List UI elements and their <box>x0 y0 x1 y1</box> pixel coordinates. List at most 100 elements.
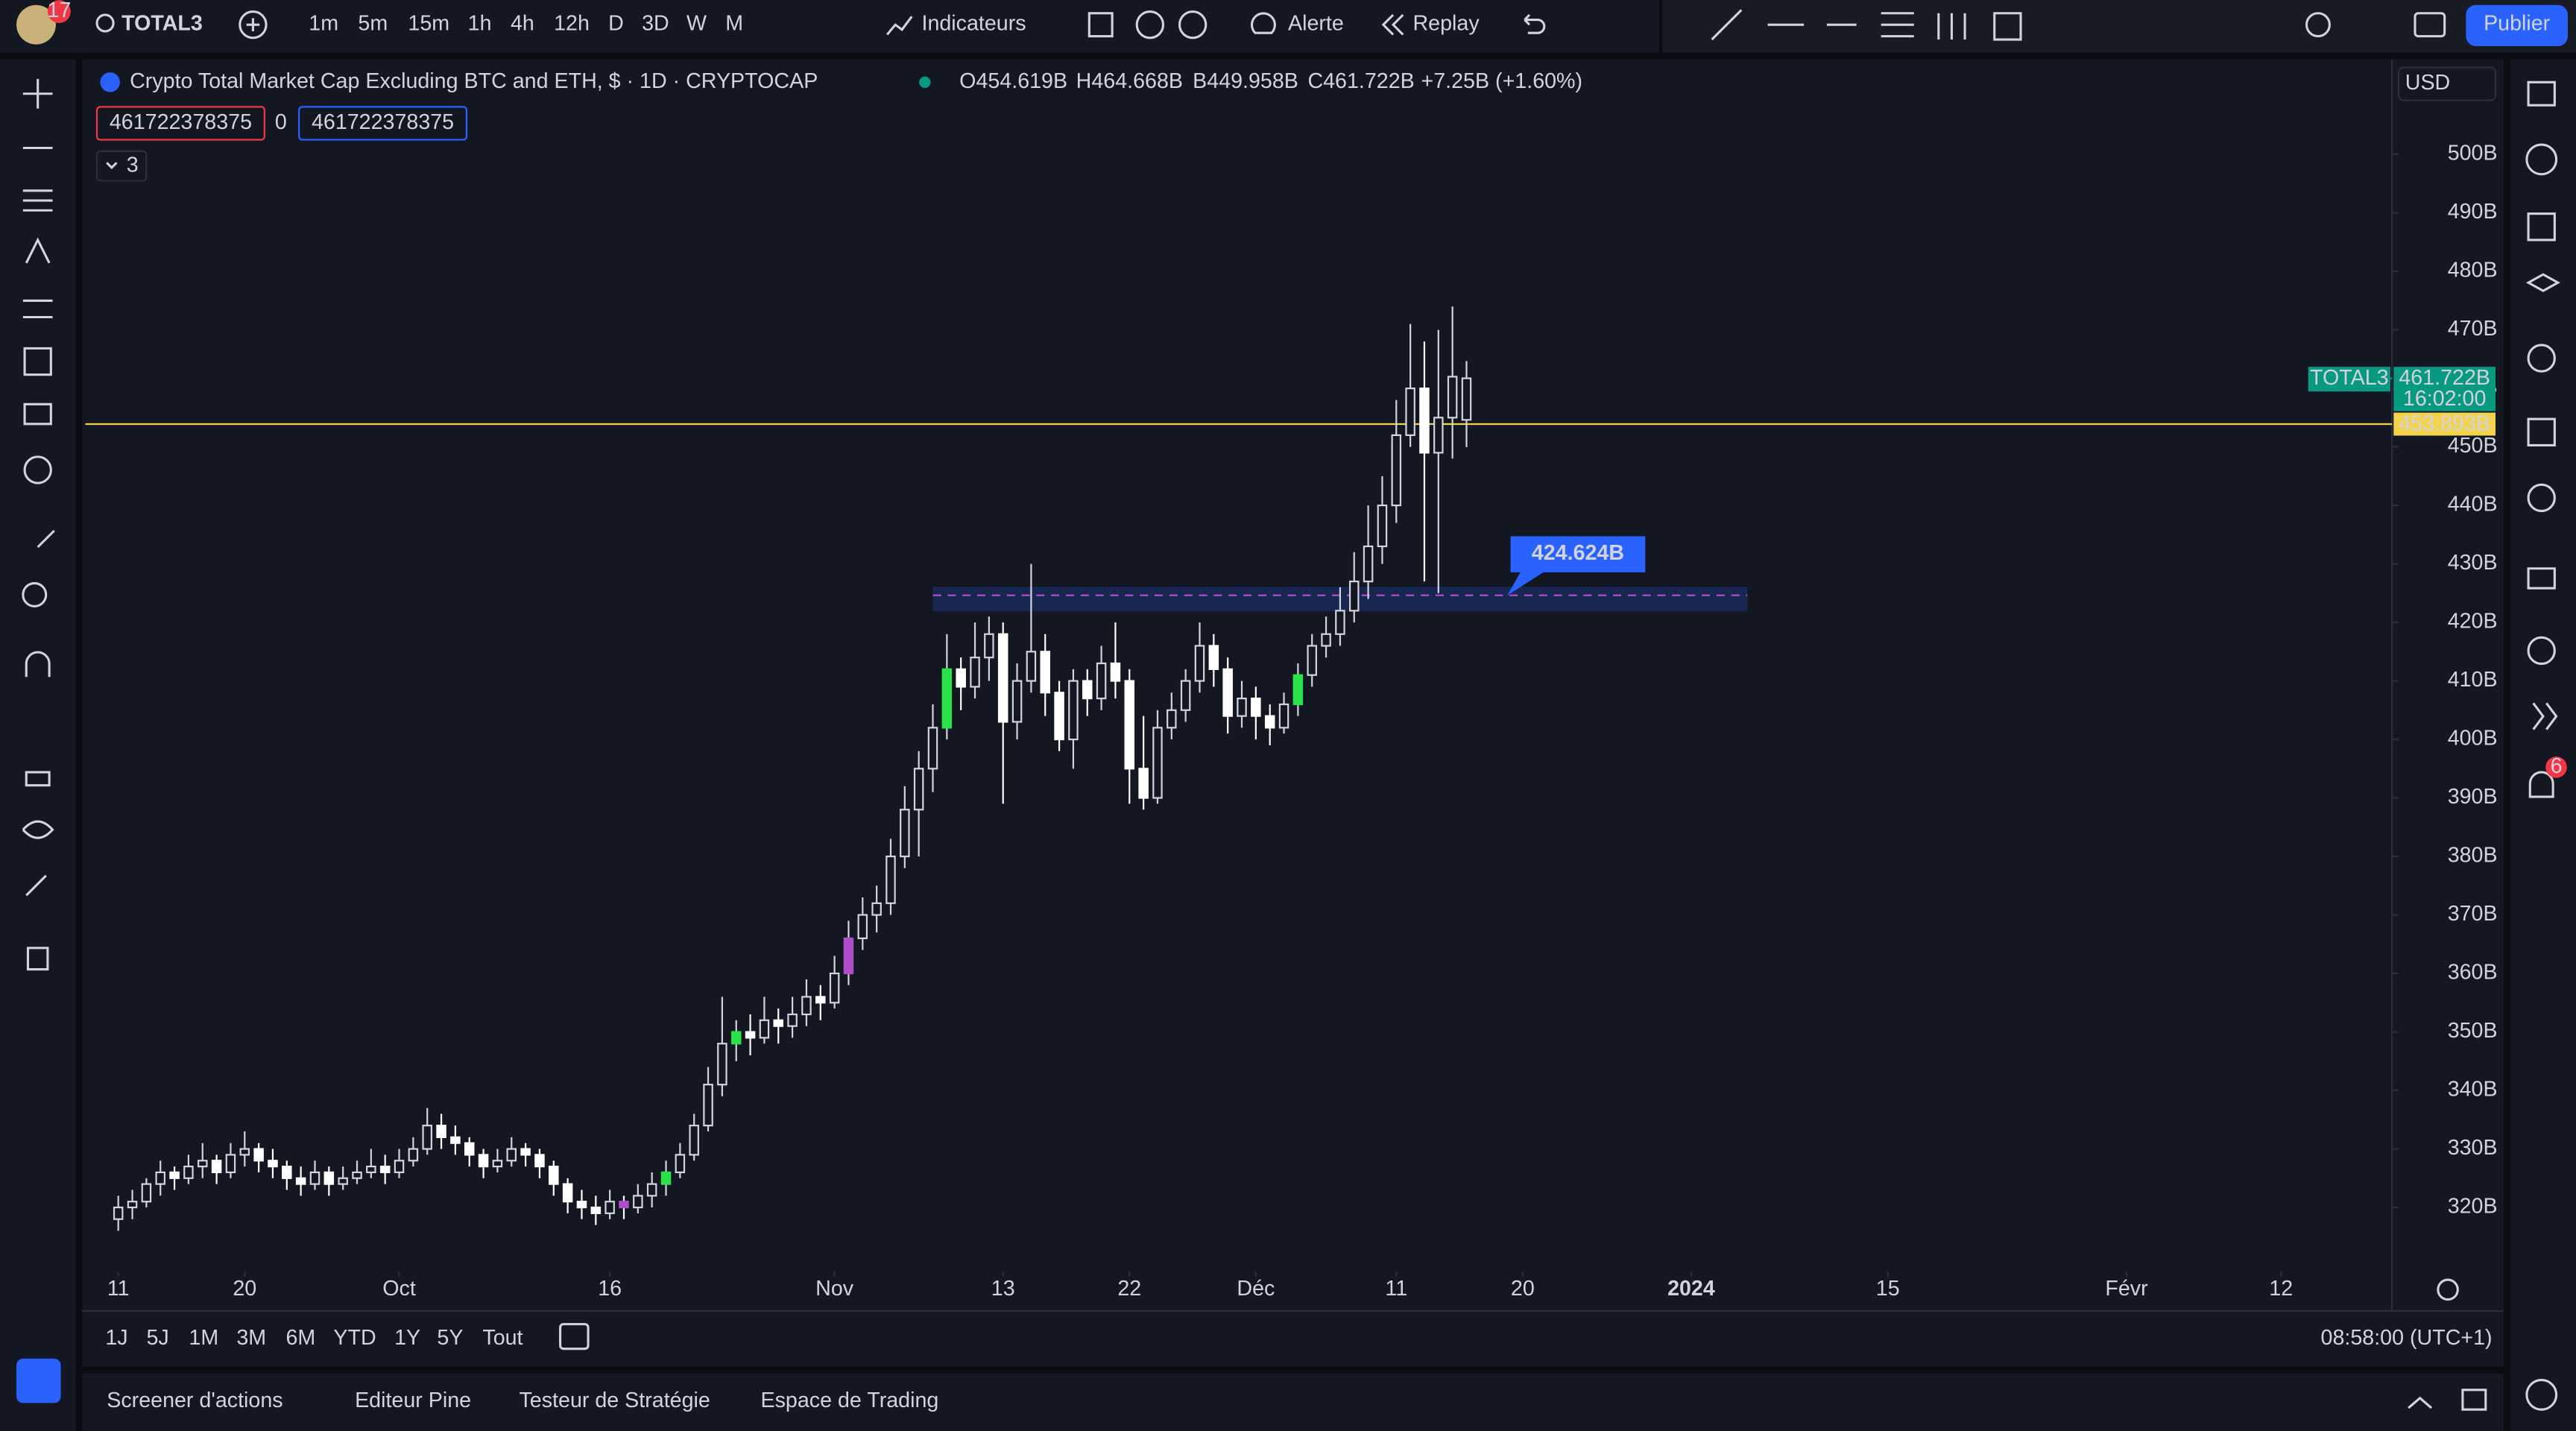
publish-button[interactable] <box>2466 4 2568 46</box>
candle-body <box>801 996 812 1016</box>
candle-body <box>183 1165 194 1179</box>
timeframe[interactable]: 4h <box>511 12 534 36</box>
candle-body <box>225 1154 236 1174</box>
candle-body <box>1082 680 1093 700</box>
timeframe[interactable]: 15m <box>408 12 449 36</box>
x-tick-label: 20 <box>1511 1277 1535 1301</box>
candle-body <box>1208 645 1219 670</box>
input-box[interactable] <box>95 106 265 141</box>
candle-body <box>1110 662 1121 682</box>
timeframe[interactable]: 12h <box>554 12 590 36</box>
timeframe[interactable]: M <box>725 12 743 36</box>
timeframe[interactable]: 5m <box>358 12 388 36</box>
candle-body <box>815 996 826 1004</box>
symbol-logo <box>100 72 120 92</box>
range-button[interactable]: Tout <box>482 1326 523 1350</box>
candle-body <box>141 1183 152 1203</box>
zone-label: 424.624B <box>1532 541 1624 565</box>
clock-icon[interactable] <box>2525 143 2558 176</box>
range-button[interactable]: 5J <box>146 1326 168 1350</box>
candle-body <box>997 633 1008 723</box>
bottom-tab[interactable]: Espace de Trading <box>760 1389 938 1412</box>
axis-settings[interactable] <box>2437 1278 2459 1301</box>
symbol-tag <box>2308 367 2390 392</box>
date-range-icon[interactable] <box>559 1323 590 1351</box>
candle-body <box>155 1171 165 1185</box>
ohlc-value: C461.722B <box>1307 69 1414 93</box>
bottom-tab[interactable]: Screener d'actions <box>107 1389 282 1412</box>
currency-select[interactable] <box>2397 66 2497 101</box>
line-tag <box>2393 412 2496 436</box>
bottom-tab[interactable]: Editeur Pine <box>355 1389 471 1412</box>
watchlist-star[interactable] <box>16 1358 61 1403</box>
candle-body <box>295 1177 306 1185</box>
candle-body <box>1152 727 1163 799</box>
candle-body <box>913 768 924 811</box>
idea-icon[interactable] <box>2527 483 2556 513</box>
candle-body <box>127 1201 138 1209</box>
candle-body <box>1335 610 1345 635</box>
range-button[interactable]: 3M <box>236 1326 266 1350</box>
sidebar-icons[interactable] <box>2525 80 2560 730</box>
snapshot[interactable] <box>2414 12 2446 38</box>
candle-body <box>576 1201 587 1209</box>
help-icon[interactable] <box>2527 636 2556 666</box>
drawing-tools[interactable] <box>1711 9 2022 41</box>
help[interactable] <box>2525 1379 2558 1411</box>
range-button[interactable]: 5Y <box>437 1326 463 1350</box>
candle-body <box>730 1031 742 1045</box>
candle-body <box>1068 680 1079 741</box>
collapse-button[interactable] <box>95 150 148 182</box>
candle-body <box>717 1043 727 1086</box>
candle-body <box>394 1160 405 1174</box>
timeframe[interactable]: W <box>686 12 707 36</box>
layout-icon[interactable] <box>1087 12 1114 38</box>
bottom-tab[interactable]: Testeur de Stratégie <box>519 1389 710 1412</box>
x-tick-label: 15 <box>1876 1277 1900 1301</box>
range-button[interactable]: 6M <box>285 1326 315 1350</box>
symbol[interactable]: TOTAL3 <box>121 12 203 36</box>
candle-body <box>408 1148 419 1162</box>
clock: 08:58:00 (UTC+1) <box>2321 1326 2493 1350</box>
bell-icon[interactable] <box>2528 771 2554 798</box>
timeframe[interactable]: D <box>608 12 624 36</box>
left-tool-icons[interactable] <box>22 78 55 971</box>
search-icon[interactable] <box>95 13 115 33</box>
y-tick-label: 350B <box>2448 1019 2498 1043</box>
timeframe[interactable]: 3D <box>642 12 669 36</box>
add-symbol[interactable] <box>239 10 268 40</box>
x-tick-label: 22 <box>1117 1277 1141 1301</box>
range-button[interactable]: YTD <box>333 1326 376 1350</box>
bottom-panel <box>82 1373 2504 1431</box>
m-icon[interactable] <box>1135 10 1165 40</box>
timeframe[interactable]: 1m <box>309 12 338 36</box>
candle-body <box>169 1171 180 1179</box>
range-button[interactable]: 1Y <box>394 1326 420 1350</box>
range-button[interactable]: 1J <box>105 1326 127 1350</box>
y-tick-label: 390B <box>2448 785 2498 809</box>
settings[interactable] <box>2305 12 2331 38</box>
emoji-tool[interactable] <box>23 455 52 484</box>
alert-button[interactable]: Alerte <box>1288 12 1344 36</box>
x-tick-label: Févr <box>2105 1277 2148 1301</box>
s-icon[interactable] <box>1178 10 1208 40</box>
candle-body <box>1377 504 1388 548</box>
candle-body <box>464 1142 475 1156</box>
y-tick-label: 420B <box>2448 610 2498 634</box>
replay-button[interactable]: Replay <box>1413 12 1480 36</box>
indicators-button[interactable]: Indicateurs <box>921 12 1026 36</box>
candle-body <box>1167 709 1177 729</box>
panel-controls[interactable] <box>2408 1389 2487 1411</box>
hot-icon[interactable] <box>2527 344 2556 373</box>
timeframe[interactable]: 1h <box>468 12 492 36</box>
candle-body <box>956 668 966 688</box>
candle-body <box>675 1154 686 1174</box>
candle-body <box>829 972 840 1004</box>
undo[interactable] <box>1524 13 1546 34</box>
zone-callout <box>1507 536 1646 596</box>
range-button[interactable]: 1M <box>189 1326 218 1350</box>
user-avatar[interactable] <box>16 4 56 45</box>
x-tick-label: Nov <box>815 1277 854 1301</box>
candle-body <box>1040 651 1050 694</box>
input-box[interactable] <box>298 106 468 141</box>
